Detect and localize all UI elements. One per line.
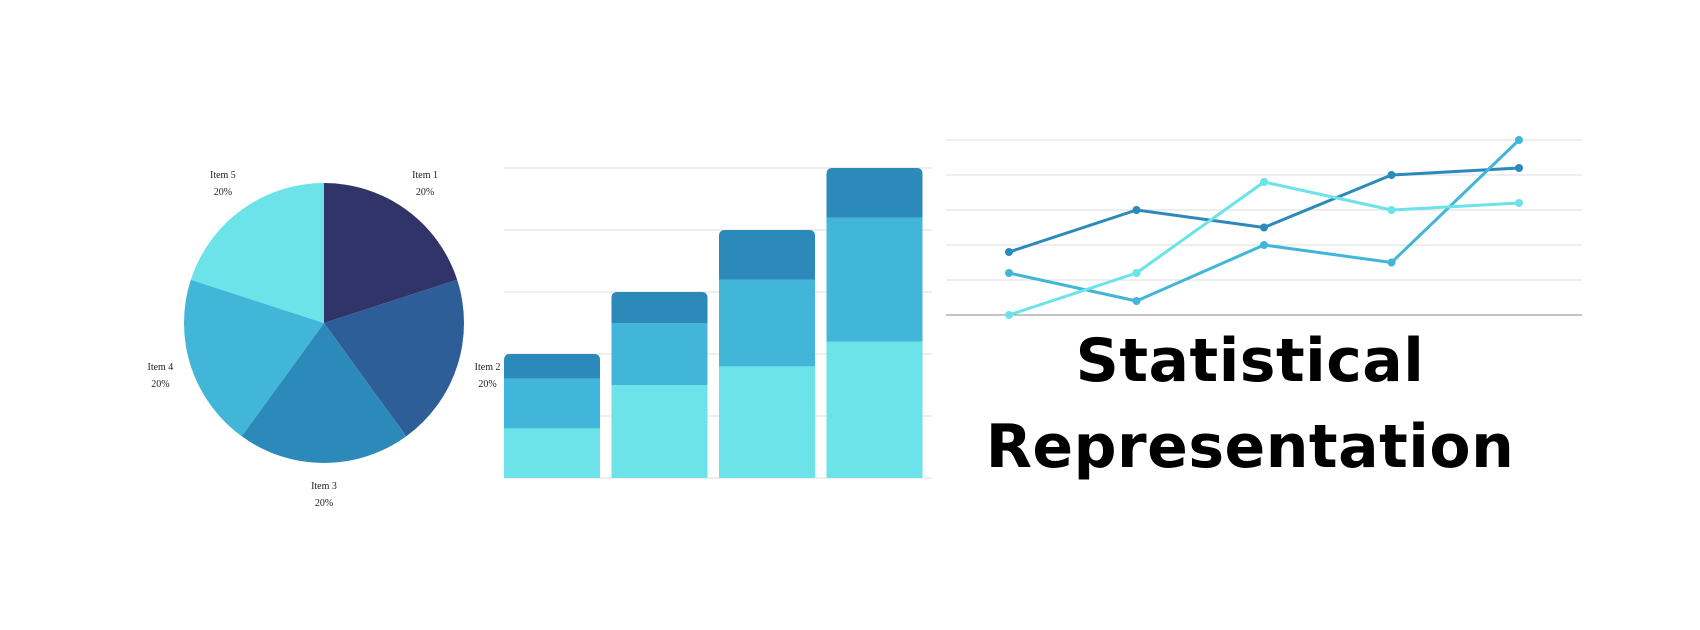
pie-slice-label: Item 5 <box>210 170 236 181</box>
bar-segment <box>504 378 600 429</box>
line-point <box>1005 269 1013 277</box>
stacked-bar-chart <box>504 167 932 479</box>
line-point <box>1260 178 1268 186</box>
line-point <box>1515 164 1523 172</box>
pie-slice-value-label: 20% <box>151 379 169 390</box>
pie-slice-label: Item 3 <box>311 481 337 492</box>
pie-slice-value-label: 20% <box>416 187 434 198</box>
line-point <box>1515 199 1523 207</box>
line-point <box>1005 311 1013 319</box>
pie-slice-value-label: 20% <box>478 379 496 390</box>
pie-slice-value-label: 20% <box>214 187 232 198</box>
pie-slice-label: Item 4 <box>147 362 173 373</box>
bar-segment <box>504 354 600 379</box>
title-line-1: Statistical <box>1075 326 1425 396</box>
line-point <box>1260 241 1268 249</box>
line-point <box>1005 248 1013 256</box>
bar-segment <box>826 341 923 478</box>
bar-segment <box>719 279 815 367</box>
line-point <box>1132 297 1141 305</box>
pie-slice <box>241 323 407 463</box>
pie-slice <box>183 279 324 437</box>
line-point <box>1387 258 1396 267</box>
bar-segment <box>719 366 815 478</box>
pie-chart: Item 1 20% Item 2 20% Item 3 20% Item 4 20% Item… <box>147 170 500 509</box>
pie-slice-value-label: 20% <box>315 498 333 509</box>
line-point <box>1387 206 1396 214</box>
line-chart <box>946 136 1582 319</box>
line-point <box>1387 171 1396 179</box>
pie-slice <box>324 183 458 323</box>
line-point <box>1132 269 1141 277</box>
bar-segment <box>826 217 923 342</box>
bar-segment <box>826 168 923 218</box>
bar-segment <box>611 323 708 385</box>
page-title: Statistical Representation <box>960 318 1540 490</box>
bar-segment <box>504 428 600 478</box>
pie-slice <box>190 183 324 323</box>
line-point <box>1260 223 1268 232</box>
title-line-2: Representation <box>985 412 1515 482</box>
pie-slice-label: Item 2 <box>475 362 501 373</box>
pie-slice <box>324 279 465 437</box>
line-point <box>1515 136 1523 144</box>
pie-slice-label: Item 1 <box>412 170 438 181</box>
bar-segment <box>611 385 708 478</box>
bar-segment <box>719 230 815 280</box>
line-series <box>1008 138 1521 303</box>
line-point <box>1132 206 1141 214</box>
bar-segment <box>611 292 708 323</box>
